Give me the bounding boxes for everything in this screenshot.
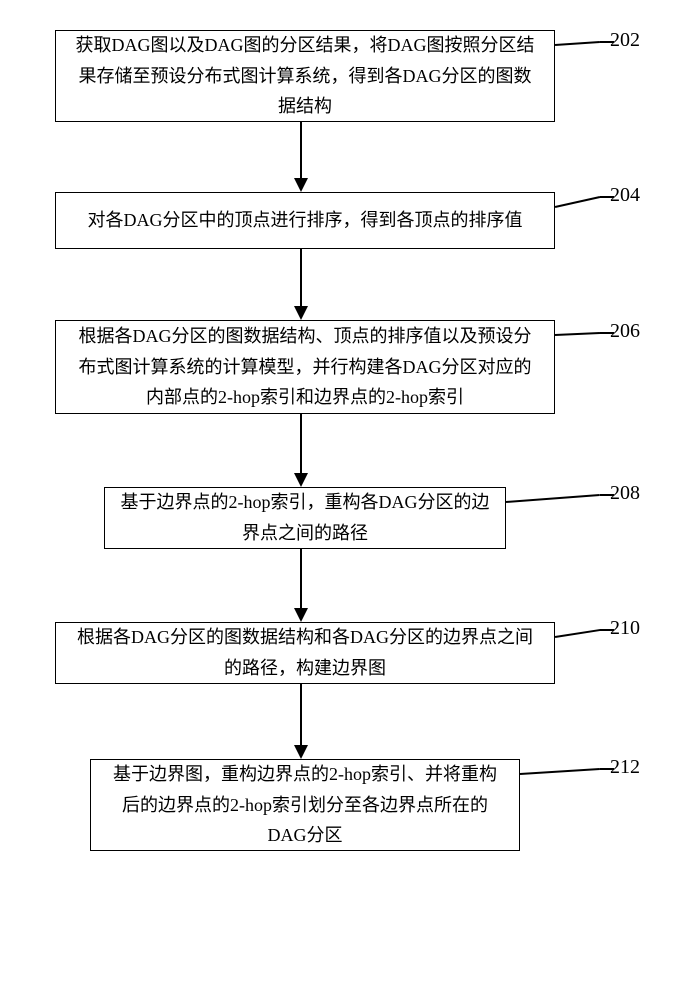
leader-line	[506, 494, 600, 502]
flow-node: 根据各DAG分区的图数据结构和各DAG分区的边界点之间的路径，构建边界图	[55, 622, 555, 684]
flow-node: 基于边界图，重构边界点的2-hop索引、并将重构后的边界点的2-hop索引划分至…	[90, 759, 520, 851]
flow-node: 根据各DAG分区的图数据结构、顶点的排序值以及预设分布式图计算系统的计算模型，并…	[55, 320, 555, 414]
node-label: 208	[610, 482, 640, 505]
arrow-line	[300, 122, 302, 178]
node-label: 204	[610, 184, 640, 207]
arrow-line	[300, 549, 302, 608]
arrow-line	[300, 249, 302, 306]
node-label: 210	[610, 617, 640, 640]
leader-line	[520, 768, 600, 774]
leader-line	[555, 196, 600, 207]
arrow-head	[294, 473, 308, 487]
flow-node: 获取DAG图以及DAG图的分区结果，将DAG图按照分区结果存储至预设分布式图计算…	[55, 30, 555, 122]
leader-line	[555, 332, 600, 335]
arrow-line	[300, 684, 302, 745]
node-label: 206	[610, 320, 640, 343]
leader-line	[555, 629, 600, 637]
node-label: 212	[610, 756, 640, 779]
arrow-line	[300, 414, 302, 473]
flowchart-container: 获取DAG图以及DAG图的分区结果，将DAG图按照分区结果存储至预设分布式图计算…	[0, 0, 676, 1000]
node-label: 202	[610, 29, 640, 52]
arrow-head	[294, 178, 308, 192]
arrow-head	[294, 306, 308, 320]
leader-line	[555, 41, 600, 45]
arrow-head	[294, 608, 308, 622]
arrow-head	[294, 745, 308, 759]
flow-node: 对各DAG分区中的顶点进行排序，得到各顶点的排序值	[55, 192, 555, 249]
flow-node: 基于边界点的2-hop索引，重构各DAG分区的边界点之间的路径	[104, 487, 506, 549]
